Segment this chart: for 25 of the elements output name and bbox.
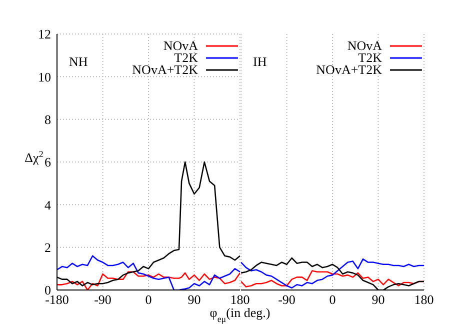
legend-label: NOvA <box>163 38 198 53</box>
legend-label: T2K <box>358 50 382 65</box>
annotation: NH <box>69 54 88 70</box>
legend-label: NOvA+T2K <box>316 62 382 77</box>
y-tick-label: 4 <box>44 197 52 212</box>
y-tick-label: 12 <box>38 26 51 42</box>
x-tick-label: 90 <box>188 292 201 308</box>
y-axis-title: Δχ$^{2}$ <box>24 149 44 165</box>
y-tick-label: 2 <box>44 240 51 255</box>
y-tick-label: 6 <box>44 154 52 170</box>
x-tick-label: 0 <box>329 292 336 308</box>
x-tick-label: 0 <box>145 292 152 308</box>
legend-label: T2K <box>174 50 198 65</box>
y-tick-label: 10 <box>38 69 51 84</box>
x-tick-label: 90 <box>372 292 385 308</box>
y-tick-label: 8 <box>44 112 51 127</box>
x-tick-label: 180 <box>230 292 250 308</box>
x-tick-label: 180 <box>414 292 434 308</box>
x-tick-label: -90 <box>278 292 296 308</box>
annotation: IH <box>253 54 267 70</box>
x-tick-label: -90 <box>94 292 112 308</box>
x-axis-title: φ$_{eμ}$(in deg.) <box>210 305 270 324</box>
y-tick-label: 0 <box>44 282 51 298</box>
legend-label: NOvA+T2K <box>132 62 198 77</box>
legend-label: NOvA <box>347 38 382 53</box>
